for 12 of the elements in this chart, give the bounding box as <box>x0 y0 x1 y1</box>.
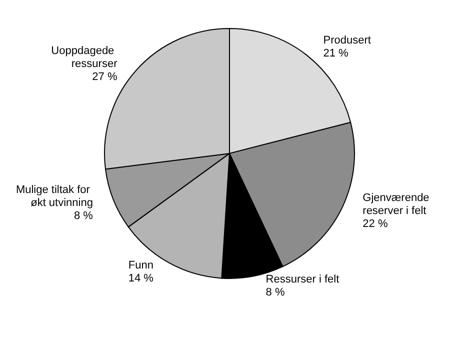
slice-label: Uoppdagede ressurser <box>51 45 118 70</box>
slice-label: Funn <box>128 259 154 272</box>
slice-label: Gjenværende reserver i felt <box>362 192 432 217</box>
data-label: 27 % <box>92 71 118 84</box>
data-label: 21 % <box>323 47 349 60</box>
data-label: 22 % <box>362 218 388 230</box>
data-label: 8 % <box>266 286 285 299</box>
data-label: 8 % <box>74 210 94 222</box>
data-label: 14 % <box>128 272 154 284</box>
slice-label: Mulige tiltak for økt utvinning <box>16 184 93 210</box>
slice-label: Ressurser i felt <box>266 274 340 286</box>
slice-label: Produsert <box>323 34 371 46</box>
